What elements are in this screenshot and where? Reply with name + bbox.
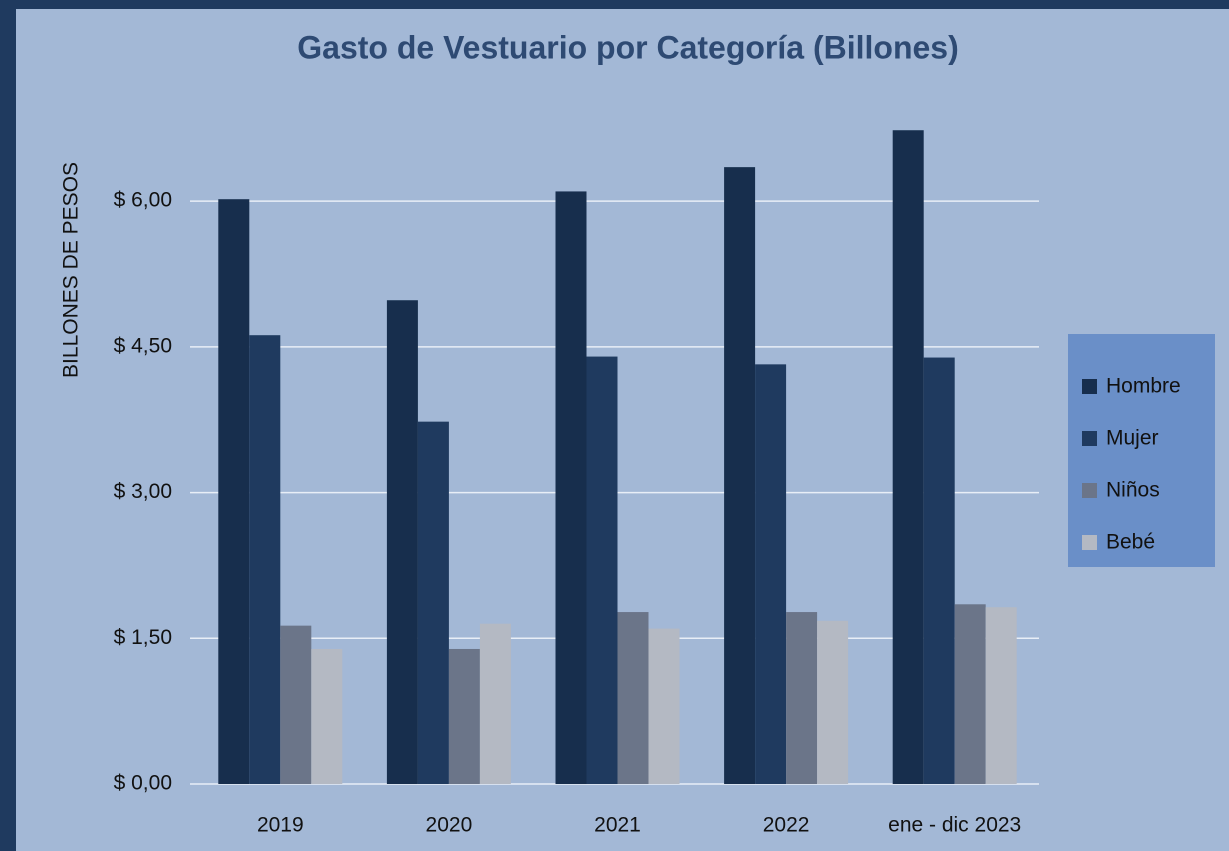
legend-swatch bbox=[1082, 535, 1097, 550]
y-tick-label: $ 4,50 bbox=[114, 334, 172, 357]
bar bbox=[786, 612, 818, 784]
bar bbox=[218, 199, 250, 784]
legend-swatch bbox=[1082, 483, 1097, 498]
legend-label: Niños bbox=[1106, 479, 1160, 502]
x-tick-label: 2020 bbox=[426, 814, 473, 837]
bar bbox=[386, 300, 418, 784]
bar bbox=[954, 604, 986, 784]
bar bbox=[617, 612, 649, 784]
y-tick-label: $ 3,00 bbox=[114, 480, 172, 503]
bar bbox=[923, 357, 955, 784]
bar bbox=[448, 648, 480, 784]
x-tick-label: 2019 bbox=[257, 814, 304, 837]
bar bbox=[985, 607, 1017, 784]
legend-label: Hombre bbox=[1106, 375, 1181, 398]
bar bbox=[280, 625, 312, 784]
y-tick-label: $ 6,00 bbox=[114, 189, 172, 212]
legend-box bbox=[1068, 334, 1215, 567]
y-tick-label: $ 1,50 bbox=[114, 626, 172, 649]
bar bbox=[311, 648, 343, 784]
y-tick-label: $ 0,00 bbox=[114, 772, 172, 795]
x-tick-label: 2022 bbox=[763, 814, 810, 837]
bar bbox=[555, 191, 587, 784]
legend-label: Bebé bbox=[1106, 531, 1155, 554]
legend-swatch bbox=[1082, 379, 1097, 394]
bar bbox=[479, 623, 511, 784]
bar bbox=[586, 356, 618, 784]
bar bbox=[817, 620, 849, 784]
x-tick-label: 2021 bbox=[594, 814, 641, 837]
bar bbox=[892, 130, 924, 784]
bar bbox=[724, 167, 756, 785]
legend-swatch bbox=[1082, 431, 1097, 446]
y-axis-label: BILLONES DE PESOS bbox=[60, 162, 83, 378]
bar bbox=[249, 335, 281, 784]
bar bbox=[755, 364, 787, 784]
legend-label: Mujer bbox=[1106, 427, 1159, 450]
bar bbox=[417, 421, 449, 784]
chart-title: Gasto de Vestuario por Categoría (Billon… bbox=[297, 29, 958, 65]
x-tick-label: ene - dic 2023 bbox=[888, 814, 1021, 837]
bar bbox=[648, 628, 680, 784]
